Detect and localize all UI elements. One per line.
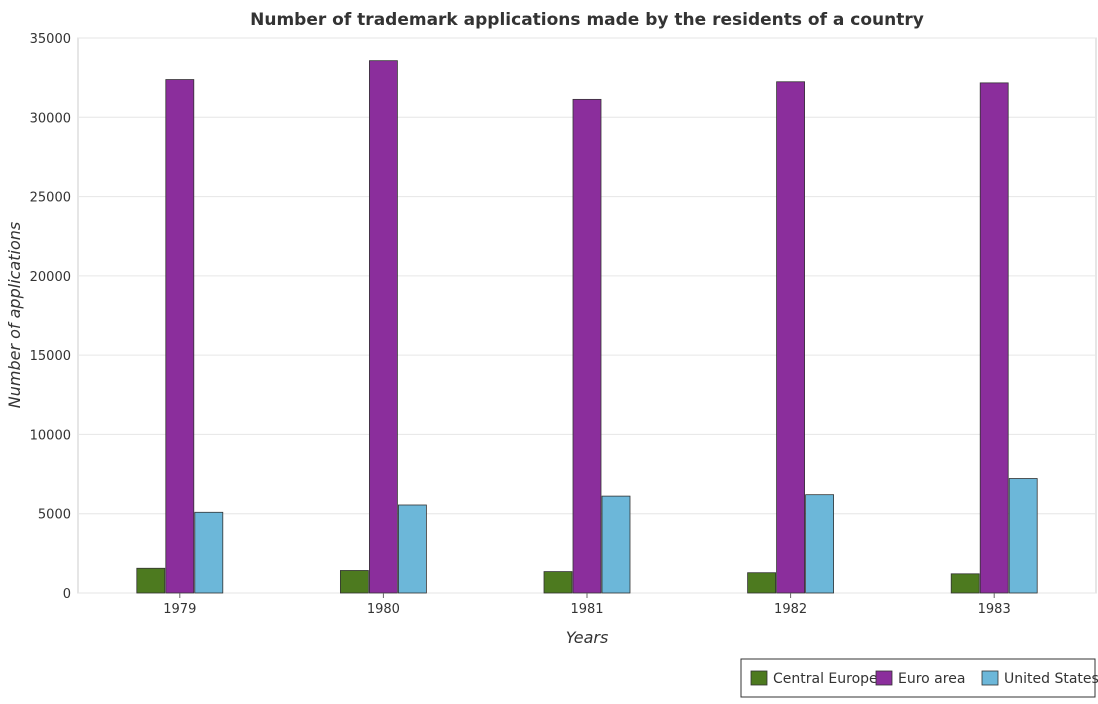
- bar: [397, 504, 427, 594]
- bar: [805, 494, 834, 594]
- y-axis-ticks: 0 5000 10000 15000 20000 25000 30000 35000: [30, 32, 71, 602]
- y-tick-label: 20000: [30, 270, 71, 285]
- y-tick-label: 15000: [30, 349, 71, 364]
- y-tick-label: 35000: [30, 32, 71, 47]
- x-axis-ticks: 1979 1980 1981 1982 1983: [163, 593, 1011, 617]
- x-tick-label: 1981: [570, 602, 603, 617]
- bar: [339, 570, 369, 594]
- bar: [601, 495, 631, 594]
- bar: [1008, 478, 1038, 594]
- x-tick-label: 1982: [774, 602, 807, 617]
- x-axis-label: Years: [566, 628, 609, 647]
- legend-items: Central Europe Euro area United States: [750, 670, 1098, 687]
- bar: [979, 82, 1009, 594]
- x-tick-label: 1980: [367, 602, 400, 617]
- bar: [950, 573, 980, 594]
- legend-swatch: [750, 670, 768, 686]
- y-tick-label: 30000: [30, 111, 71, 126]
- legend: Central Europe Euro area United States: [740, 658, 1098, 698]
- legend-box: [740, 658, 1096, 698]
- y-axis-label: Number of applications: [5, 222, 24, 408]
- bars: [136, 60, 1038, 594]
- bar: [136, 567, 166, 594]
- chart-title: Number of trademark applications made by…: [250, 10, 924, 30]
- bar: [543, 571, 573, 594]
- y-tick-label: 0: [63, 587, 71, 602]
- bar: [194, 511, 224, 594]
- bar: [572, 98, 602, 594]
- bar: [368, 60, 398, 594]
- bar: [165, 79, 195, 594]
- legend-label: United States: [1004, 671, 1098, 687]
- legend-swatch: [875, 670, 893, 686]
- y-tick-label: 5000: [38, 508, 71, 523]
- legend-label: Central Europe: [773, 671, 878, 687]
- y-tick-label: 10000: [30, 428, 71, 443]
- y-tick-label: 25000: [30, 191, 71, 206]
- bar: [747, 572, 776, 594]
- bar: [776, 81, 805, 594]
- x-tick-label: 1979: [163, 602, 196, 617]
- legend-swatch: [981, 670, 999, 686]
- x-tick-label: 1983: [978, 602, 1011, 617]
- legend-label: Euro area: [898, 671, 965, 687]
